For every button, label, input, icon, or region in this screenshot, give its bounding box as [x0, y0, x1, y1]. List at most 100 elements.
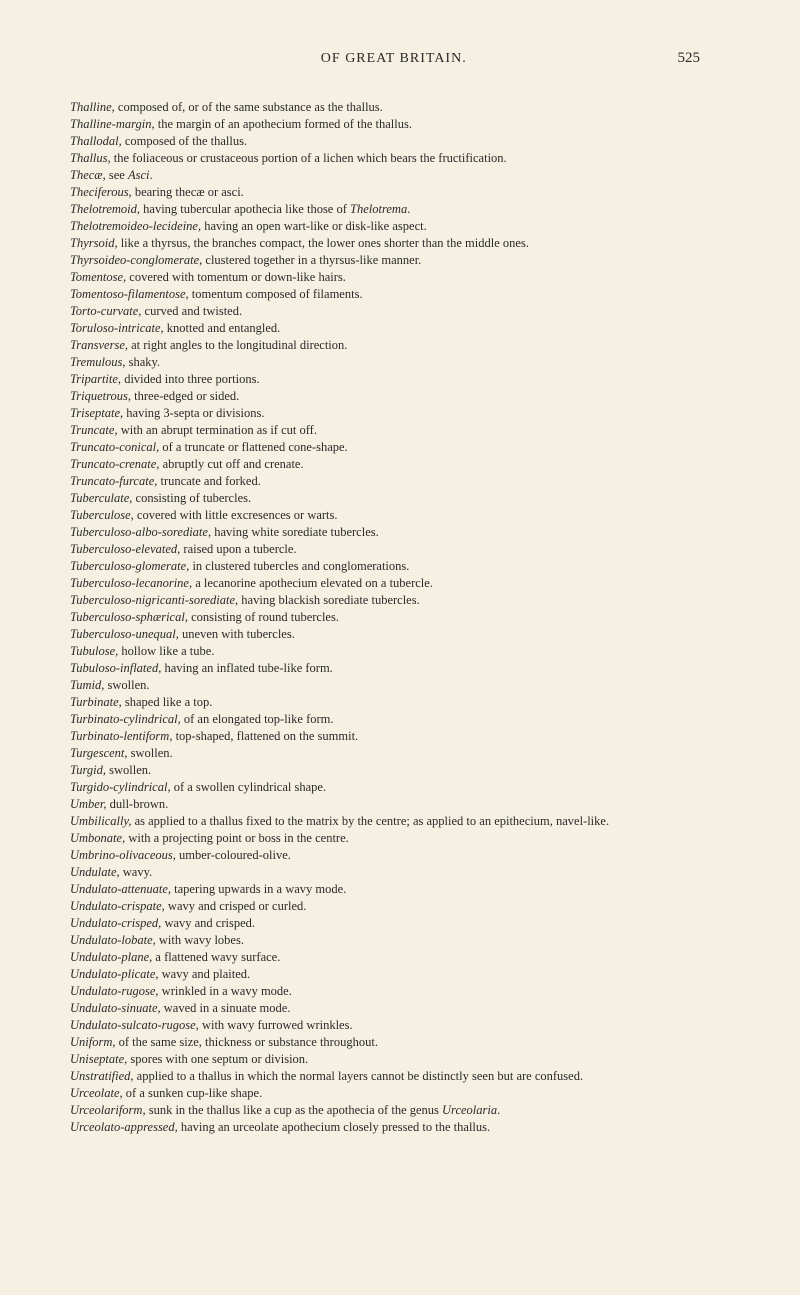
glossary-entry: Tuberculose, covered with little excrese…: [70, 507, 740, 524]
glossary-entry: Tubuloso-inflated, having an inflated tu…: [70, 660, 740, 677]
entry-term: Thyrsoid,: [70, 236, 118, 250]
entry-term: Undulato-plicate,: [70, 967, 159, 981]
glossary-entry: Thallodal, composed of the thallus.: [70, 133, 740, 150]
glossary-entry: Turbinato-lentiform, top-shaped, flatten…: [70, 728, 740, 745]
entry-definition: swollen.: [106, 763, 151, 777]
entry-term: Urceolate,: [70, 1086, 123, 1100]
entry-definition: truncate and forked.: [157, 474, 260, 488]
glossary-entry: Tuberculoso-lecanorine, a lecanorine apo…: [70, 575, 740, 592]
entry-definition: a lecanorine apothecium elevated on a tu…: [192, 576, 433, 590]
entry-definition: see Asci.: [106, 168, 153, 182]
glossary-entry: Urceolato-appressed, having an urceolate…: [70, 1119, 740, 1136]
glossary-entry: Undulato-rugose, wrinkled in a wavy mode…: [70, 983, 740, 1000]
glossary-entry: Undulato-crispate, wavy and crisped or c…: [70, 898, 740, 915]
glossary-entry: Tuberculoso-sphærical, consisting of rou…: [70, 609, 740, 626]
glossary-entry: Turbinato-cylindrical, of an elongated t…: [70, 711, 740, 728]
glossary-entry: Thalline-margin, the margin of an apothe…: [70, 116, 740, 133]
glossary-entry: Tuberculoso-glomerate, in clustered tube…: [70, 558, 740, 575]
entry-definition: like a thyrsus, the branches compact, th…: [118, 236, 529, 250]
entry-term: Tremulous,: [70, 355, 125, 369]
glossary-entry: Uniseptate, spores with one septum or di…: [70, 1051, 740, 1068]
entry-definition: composed of, or of the same substance as…: [115, 100, 383, 114]
entry-term: Truncato-furcate,: [70, 474, 157, 488]
entry-definition: the foliaceous or crustaceous portion of…: [111, 151, 507, 165]
entry-definition: having an inflated tube-like form.: [161, 661, 332, 675]
entry-term: Turbinato-lentiform,: [70, 729, 172, 743]
entry-definition: swollen.: [128, 746, 173, 760]
entry-term: Tuberculoso-glomerate,: [70, 559, 189, 573]
glossary-entry: Truncato-furcate, truncate and forked.: [70, 473, 740, 490]
entry-definition: umber-coloured-olive.: [176, 848, 291, 862]
glossary-entry: Tuberculoso-elevated, raised upon a tube…: [70, 541, 740, 558]
entry-term: Turbinato-cylindrical,: [70, 712, 181, 726]
entry-term: Turgido-cylindrical,: [70, 780, 171, 794]
entry-definition: with a projecting point or boss in the c…: [125, 831, 349, 845]
entry-term: Undulato-attenuate,: [70, 882, 171, 896]
entry-definition: of a truncate or flattened cone-shape.: [159, 440, 347, 454]
glossary-entry: Turbinate, shaped like a top.: [70, 694, 740, 711]
entry-definition: of an elongated top-like form.: [181, 712, 334, 726]
glossary-entry: Tubulose, hollow like a tube.: [70, 643, 740, 660]
glossary-entry: Truncato-crenate, abruptly cut off and c…: [70, 456, 740, 473]
entry-term: Thelotremoid,: [70, 202, 140, 216]
entry-definition: knotted and entangled.: [164, 321, 281, 335]
entry-definition: with wavy furrowed wrinkles.: [199, 1018, 353, 1032]
entry-term: Tumid,: [70, 678, 104, 692]
entry-term: Torto-curvate,: [70, 304, 141, 318]
glossary-entry: Undulato-attenuate, tapering upwards in …: [70, 881, 740, 898]
entry-definition: with an abrupt termination as if cut off…: [118, 423, 317, 437]
glossary-entries: Thalline, composed of, or of the same su…: [70, 99, 740, 1136]
entry-definition: a flattened wavy surface.: [152, 950, 280, 964]
entry-term: Uniseptate,: [70, 1052, 127, 1066]
glossary-entry: Undulato-sulcato-rugose, with wavy furro…: [70, 1017, 740, 1034]
glossary-entry: Turgido-cylindrical, of a swollen cylind…: [70, 779, 740, 796]
glossary-entry: Turgid, swollen.: [70, 762, 740, 779]
entry-term: Turgid,: [70, 763, 106, 777]
glossary-entry: Tuberculoso-albo-sorediate, having white…: [70, 524, 740, 541]
glossary-entry: Tremulous, shaky.: [70, 354, 740, 371]
entry-term: Turgescent,: [70, 746, 128, 760]
entry-term: Thalline-margin,: [70, 117, 155, 131]
entry-term: Theciferous,: [70, 185, 132, 199]
entry-definition: three-edged or sided.: [131, 389, 239, 403]
entry-definition: swollen.: [104, 678, 149, 692]
entry-definition: having an urceolate apothecium closely p…: [178, 1120, 490, 1134]
entry-term: Triseptate,: [70, 406, 123, 420]
entry-definition: of a sunken cup-like shape.: [123, 1086, 263, 1100]
glossary-entry: Tomentose, covered with tomentum or down…: [70, 269, 740, 286]
entry-definition: dull-brown.: [106, 797, 168, 811]
entry-definition: sunk in the thallus like a cup as the ap…: [146, 1103, 501, 1117]
glossary-entry: Uniform, of the same size, thickness or …: [70, 1034, 740, 1051]
glossary-entry: Undulato-lobate, with wavy lobes.: [70, 932, 740, 949]
entry-term: Umber,: [70, 797, 106, 811]
glossary-entry: Thecæ, see Asci.: [70, 167, 740, 184]
glossary-entry: Thallus, the foliaceous or crustaceous p…: [70, 150, 740, 167]
entry-italic-ref: Urceolaria: [442, 1103, 497, 1117]
glossary-entry: Toruloso-intricate, knotted and entangle…: [70, 320, 740, 337]
entry-definition: wavy and crisped.: [161, 916, 255, 930]
glossary-entry: Tuberculate, consisting of tubercles.: [70, 490, 740, 507]
entry-definition: at right angles to the longitudinal dire…: [128, 338, 347, 352]
glossary-entry: Umbonate, with a projecting point or bos…: [70, 830, 740, 847]
entry-term: Umbrino-olivaceous,: [70, 848, 176, 862]
entry-term: Thyrsoideo-conglomerate,: [70, 253, 202, 267]
entry-definition: divided into three portions.: [121, 372, 260, 386]
entry-term: Undulate,: [70, 865, 120, 879]
entry-definition: raised upon a tubercle.: [180, 542, 296, 556]
glossary-entry: Umbilically, as applied to a thallus fix…: [70, 813, 740, 830]
entry-term: Tuberculoso-elevated,: [70, 542, 180, 556]
glossary-entry: Urceolariform, sunk in the thallus like …: [70, 1102, 740, 1119]
glossary-entry: Triseptate, having 3-septa or divisions.: [70, 405, 740, 422]
header-title: OF GREAT BRITAIN.: [110, 51, 678, 67]
entry-definition: tomentum composed of filaments.: [189, 287, 363, 301]
glossary-entry: Urceolate, of a sunken cup-like shape.: [70, 1085, 740, 1102]
entry-definition: having blackish sorediate tubercles.: [238, 593, 420, 607]
entry-term: Transverse,: [70, 338, 128, 352]
entry-term: Undulato-rugose,: [70, 984, 159, 998]
glossary-entry: Tumid, swollen.: [70, 677, 740, 694]
entry-italic-ref: Thelotrema: [350, 202, 407, 216]
entry-definition: shaky.: [125, 355, 160, 369]
glossary-entry: Torto-curvate, curved and twisted.: [70, 303, 740, 320]
entry-term: Umbonate,: [70, 831, 125, 845]
entry-definition: hollow like a tube.: [118, 644, 214, 658]
